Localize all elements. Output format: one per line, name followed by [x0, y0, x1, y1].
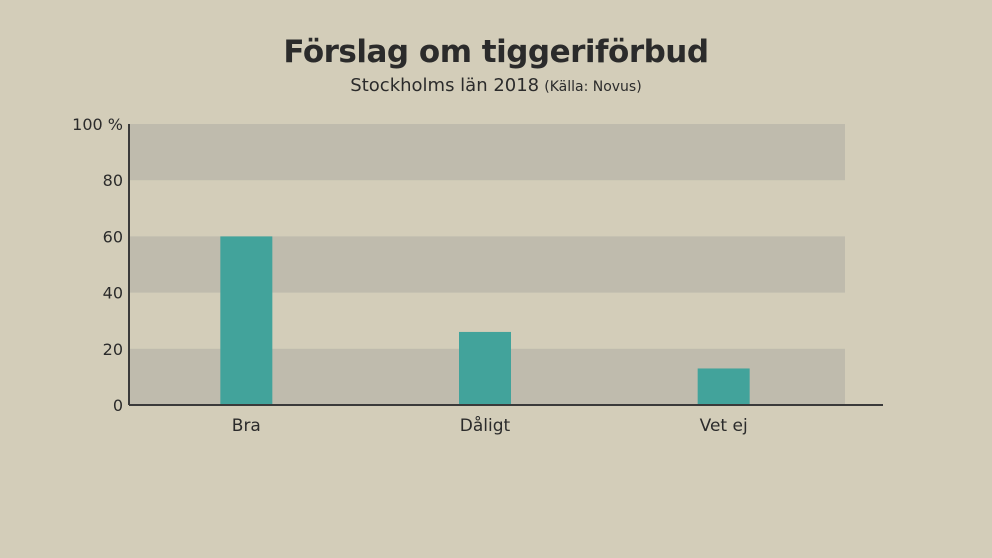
y-tick-label: 20 [103, 340, 123, 359]
x-tick-label: Bra [232, 416, 261, 436]
bar-3 [697, 368, 750, 405]
y-tick-label: 100 % [72, 115, 123, 134]
bars [220, 236, 750, 405]
x-tick-labels: Bra Dåligt Vet ej [232, 415, 748, 436]
x-tick-label: Vet ej [700, 416, 748, 436]
bar-2 [459, 331, 511, 405]
chart-source: (Källa: Novus) [544, 79, 642, 95]
x-tick-label: Dåligt [460, 415, 511, 436]
y-tick-label: 0 [113, 396, 123, 415]
y-tick-labels: 0 20 40 60 80 100 % [72, 115, 123, 415]
chart-subtitle: Stockholms län 2018 [350, 75, 540, 96]
y-tick-label: 80 [103, 171, 123, 190]
grid-band [129, 124, 845, 181]
y-tick-label: 40 [103, 284, 123, 303]
chart-title: Förslag om tiggeriförbud [283, 34, 709, 70]
y-tick-label: 60 [103, 227, 123, 246]
axes [128, 124, 883, 406]
chart-subtitle-row: Stockholms län 2018 (Källa: Novus) [0, 75, 992, 96]
bar-1 [220, 236, 273, 405]
